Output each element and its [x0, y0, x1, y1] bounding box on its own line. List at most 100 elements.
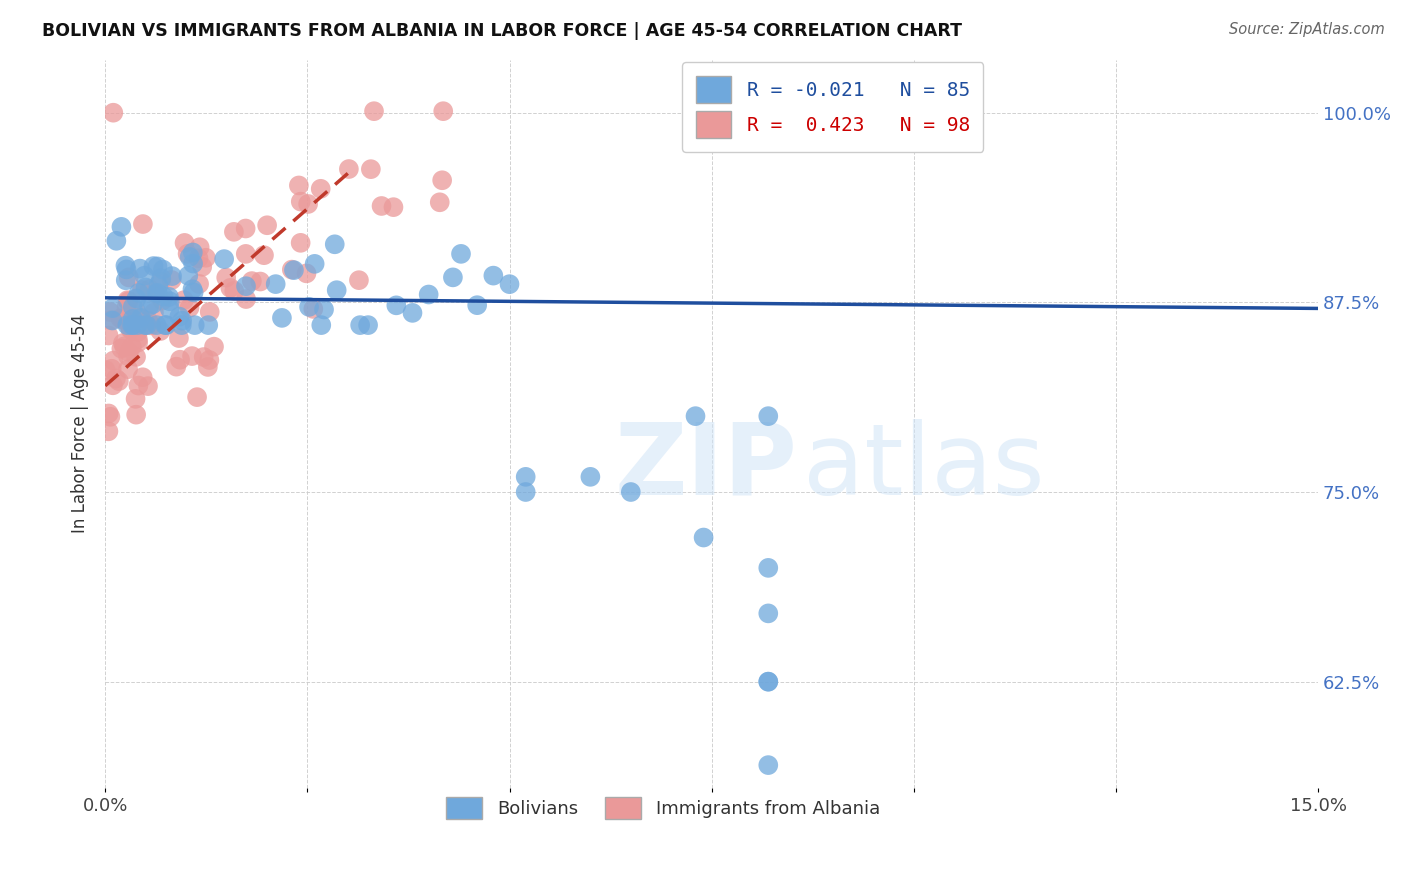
Point: [283, 263, 305, 277]
Point: [127, 325, 149, 339]
Point: [382, 200, 405, 214]
Point: [363, 104, 385, 119]
Point: [253, 248, 276, 262]
Point: [579, 470, 602, 484]
Point: [181, 245, 204, 260]
Point: [290, 235, 312, 250]
Point: [145, 318, 167, 332]
Point: [111, 336, 134, 351]
Point: [370, 199, 392, 213]
Point: [188, 240, 211, 254]
Point: [323, 237, 346, 252]
Point: [129, 261, 152, 276]
Point: [120, 321, 142, 335]
Point: [117, 293, 139, 308]
Point: [304, 257, 326, 271]
Point: [150, 271, 173, 285]
Point: [117, 349, 139, 363]
Point: [620, 485, 643, 500]
Point: [115, 262, 138, 277]
Point: [271, 310, 294, 325]
Point: [100, 313, 122, 327]
Point: [142, 297, 165, 311]
Point: [117, 294, 139, 309]
Point: [121, 318, 143, 332]
Point: [118, 270, 141, 285]
Y-axis label: In Labor Force | Age 45-54: In Labor Force | Age 45-54: [72, 314, 89, 533]
Point: [515, 485, 537, 500]
Point: [240, 274, 263, 288]
Point: [101, 378, 124, 392]
Point: [135, 280, 157, 294]
Point: [124, 303, 146, 318]
Point: [215, 270, 238, 285]
Point: [108, 374, 131, 388]
Point: [309, 318, 332, 332]
Point: [100, 361, 122, 376]
Point: [146, 260, 169, 274]
Point: [142, 259, 165, 273]
Point: [198, 305, 221, 319]
Point: [150, 293, 173, 308]
Point: [114, 259, 136, 273]
Point: [114, 273, 136, 287]
Point: [235, 279, 257, 293]
Point: [264, 277, 287, 292]
Point: [298, 300, 321, 314]
Point: [173, 293, 195, 308]
Point: [118, 344, 141, 359]
Point: [104, 371, 127, 385]
Point: [146, 285, 169, 300]
Point: [290, 194, 312, 209]
Point: [756, 105, 779, 120]
Point: [235, 221, 257, 235]
Point: [127, 378, 149, 392]
Text: BOLIVIAN VS IMMIGRANTS FROM ALBANIA IN LABOR FORCE | AGE 45-54 CORRELATION CHART: BOLIVIAN VS IMMIGRANTS FROM ALBANIA IN L…: [42, 22, 962, 40]
Point: [385, 298, 408, 312]
Point: [183, 285, 205, 300]
Point: [325, 283, 347, 297]
Text: ZIP: ZIP: [614, 419, 797, 516]
Point: [179, 250, 201, 264]
Point: [169, 352, 191, 367]
Point: [418, 287, 440, 301]
Point: [134, 318, 156, 332]
Point: [170, 318, 193, 332]
Point: [337, 162, 360, 177]
Point: [97, 407, 120, 421]
Point: [97, 328, 120, 343]
Point: [181, 256, 204, 270]
Point: [432, 104, 454, 119]
Point: [173, 235, 195, 250]
Point: [157, 290, 180, 304]
Point: [110, 342, 132, 356]
Point: [159, 301, 181, 316]
Point: [155, 318, 177, 332]
Point: [169, 310, 191, 324]
Point: [125, 408, 148, 422]
Point: [105, 234, 128, 248]
Point: [685, 409, 707, 424]
Point: [153, 318, 176, 332]
Point: [125, 350, 148, 364]
Point: [97, 425, 120, 439]
Point: [222, 225, 245, 239]
Point: [121, 300, 143, 314]
Point: [194, 251, 217, 265]
Point: [134, 268, 156, 283]
Point: [149, 275, 172, 289]
Point: [128, 285, 150, 300]
Point: [429, 195, 451, 210]
Point: [100, 409, 122, 424]
Point: [430, 173, 453, 187]
Point: [357, 318, 380, 332]
Point: [235, 247, 257, 261]
Point: [465, 298, 488, 312]
Point: [160, 269, 183, 284]
Point: [159, 294, 181, 309]
Point: [756, 607, 779, 621]
Point: [349, 318, 371, 332]
Point: [127, 332, 149, 346]
Point: [347, 273, 370, 287]
Point: [176, 247, 198, 261]
